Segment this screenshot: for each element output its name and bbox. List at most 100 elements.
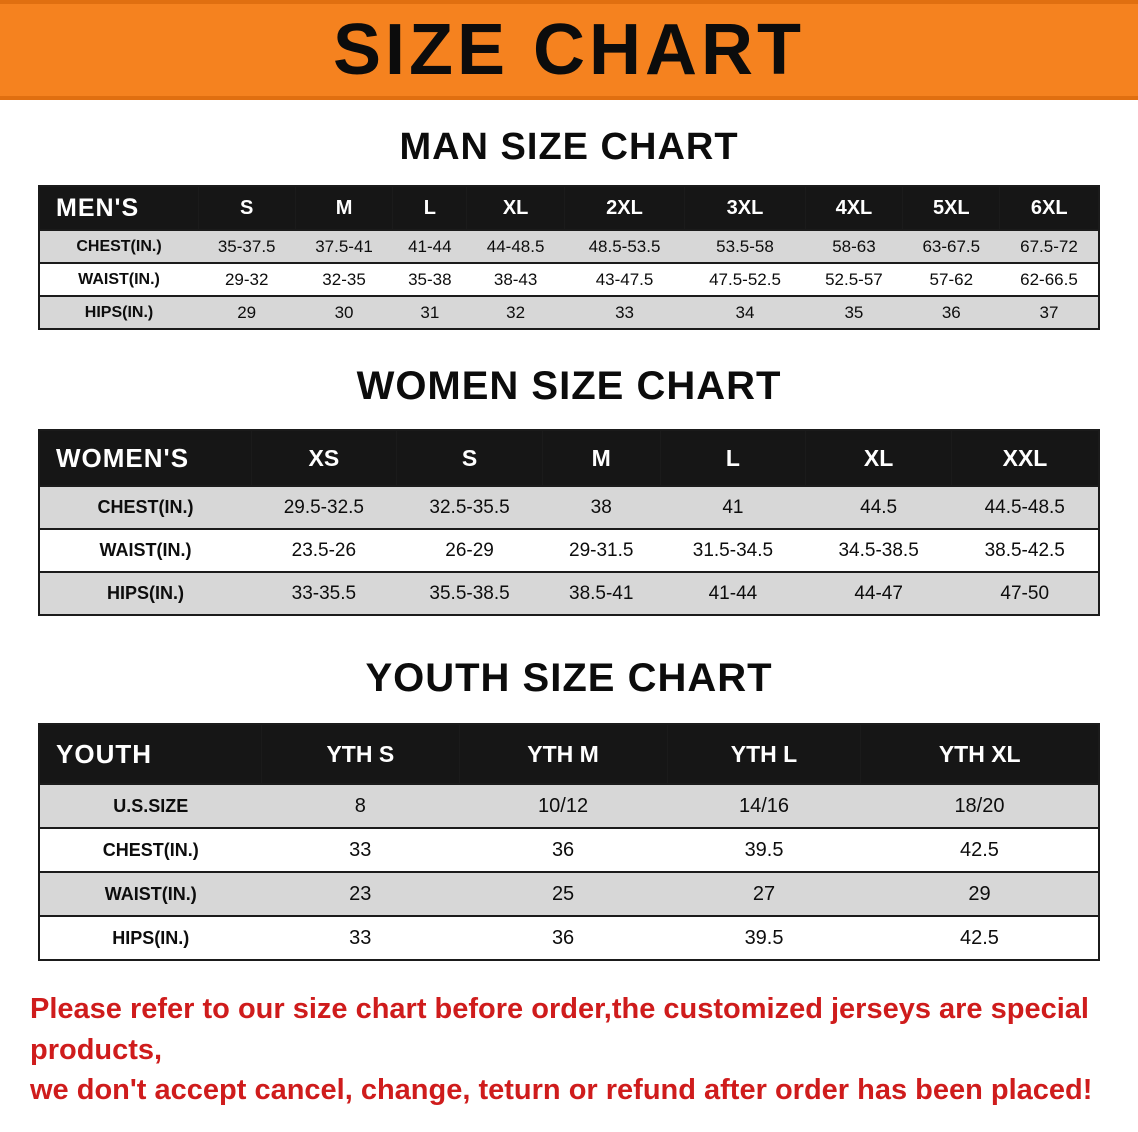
size-header-cell: XXL xyxy=(950,429,1100,487)
row-label-cell: HIPS(IN.) xyxy=(39,295,198,330)
size-header-cell: L xyxy=(659,429,807,487)
table-title-cell: MEN'S xyxy=(38,185,199,231)
row-label-cell: CHEST(IN.) xyxy=(39,485,251,530)
value-cell: 30 xyxy=(295,295,393,330)
table-row: HIPS(IN.) 33 36 39.5 42.5 xyxy=(39,915,1099,961)
value-cell: 67.5-72 xyxy=(999,229,1099,264)
size-header-cell: 2XL xyxy=(563,185,686,231)
value-cell: 43-47.5 xyxy=(564,262,685,297)
table-row: CHEST(IN.) 33 36 39.5 42.5 xyxy=(39,827,1099,873)
table-title-cell: YOUTH xyxy=(38,723,263,785)
value-cell: 33 xyxy=(261,827,460,873)
value-cell: 36 xyxy=(902,295,1000,330)
value-cell: 29-32 xyxy=(198,262,296,297)
value-cell: 34 xyxy=(684,295,806,330)
footer-disclaimer: Please refer to our size chart before or… xyxy=(30,989,1112,1111)
value-cell: 35-38 xyxy=(392,262,467,297)
size-header-cell: YTH L xyxy=(666,723,862,785)
size-header-cell: YTH M xyxy=(458,723,668,785)
value-cell: 10/12 xyxy=(459,783,668,829)
value-cell: 58-63 xyxy=(805,229,903,264)
value-cell: 36 xyxy=(459,827,668,873)
table-row: HIPS(IN.) 29 30 31 32 33 34 35 36 37 xyxy=(39,295,1099,330)
value-cell: 62-66.5 xyxy=(999,262,1099,297)
size-table: YOUTH YTH S YTH M YTH L YTH XL U.S.SIZE 8 10/12… xyxy=(38,723,1100,961)
value-cell: 32 xyxy=(466,295,565,330)
value-cell: 33 xyxy=(564,295,685,330)
men-size-table: MEN'S S M L XL 2XL 3XL 4XL 5XL 6XL CHEST(IN.) 35-37… xyxy=(38,185,1100,330)
value-cell: 18/20 xyxy=(860,783,1099,829)
size-header-cell: XS xyxy=(250,429,398,487)
value-cell: 47-50 xyxy=(951,571,1099,616)
value-cell: 38 xyxy=(542,485,661,530)
size-header-cell: 3XL xyxy=(684,185,806,231)
table-row: HIPS(IN.) 33-35.5 35.5-38.5 38.5-41 41-44 44-… xyxy=(39,571,1099,616)
row-label-cell: WAIST(IN.) xyxy=(39,528,251,573)
value-cell: 29 xyxy=(860,871,1099,917)
size-table: MEN'S S M L XL 2XL 3XL 4XL 5XL 6XL CHEST(IN.) 35-37… xyxy=(38,185,1100,330)
table-header-row: MEN'S S M L XL 2XL 3XL 4XL 5XL 6XL xyxy=(38,185,1100,231)
value-cell: 35.5-38.5 xyxy=(396,571,543,616)
row-label-cell: WAIST(IN.) xyxy=(39,871,262,917)
table-row: WAIST(IN.) 29-32 32-35 35-38 38-43 43-47.5 47.… xyxy=(39,262,1099,297)
footer-disclaimer-line1: Please refer to our size chart before or… xyxy=(30,993,1089,1066)
value-cell: 31 xyxy=(392,295,467,330)
size-header-cell: L xyxy=(392,185,468,231)
value-cell: 33 xyxy=(261,915,460,961)
value-cell: 23.5-26 xyxy=(251,528,397,573)
table-row: WAIST(IN.) 23.5-26 26-29 29-31.5 31.5-34.5 34… xyxy=(39,528,1099,573)
value-cell: 32-35 xyxy=(295,262,393,297)
size-header-cell: S xyxy=(197,185,296,231)
row-label-cell: HIPS(IN.) xyxy=(39,915,262,961)
value-cell: 14/16 xyxy=(667,783,861,829)
table-row: WAIST(IN.) 23 25 27 29 xyxy=(39,871,1099,917)
size-header-cell: XL xyxy=(466,185,565,231)
value-cell: 52.5-57 xyxy=(805,262,903,297)
value-cell: 29-31.5 xyxy=(542,528,661,573)
size-header-cell: S xyxy=(396,429,543,487)
row-label-cell: HIPS(IN.) xyxy=(39,571,251,616)
size-header-cell: M xyxy=(541,429,661,487)
size-header-cell: 6XL xyxy=(999,185,1100,231)
value-cell: 38.5-41 xyxy=(542,571,661,616)
table-row: CHEST(IN.) 29.5-32.5 32.5-35.5 38 41 44.5 44.5… xyxy=(39,485,1099,530)
value-cell: 41-44 xyxy=(392,229,467,264)
table-title-cell: WOMEN'S xyxy=(38,429,252,487)
value-cell: 23 xyxy=(261,871,460,917)
row-label-cell: U.S.SIZE xyxy=(39,783,262,829)
women-section-heading: WOMEN SIZE CHART xyxy=(356,364,782,408)
women-size-table: WOMEN'S XS S M L XL XXL CHEST(IN.) 29.5-32.5 32.5… xyxy=(38,429,1100,616)
value-cell: 53.5-58 xyxy=(684,229,806,264)
size-header-cell: 5XL xyxy=(902,185,1001,231)
size-header-cell: 4XL xyxy=(804,185,904,231)
value-cell: 42.5 xyxy=(860,915,1099,961)
size-chart-banner: SIZE CHART xyxy=(0,0,1138,100)
value-cell: 36 xyxy=(459,915,668,961)
value-cell: 48.5-53.5 xyxy=(564,229,685,264)
women-size-section: WOMEN SIZE CHART WOMEN'S XS S M L XL XXL CHEST(… xyxy=(0,364,1138,616)
value-cell: 63-67.5 xyxy=(902,229,1000,264)
value-cell: 29.5-32.5 xyxy=(251,485,397,530)
row-label-cell: WAIST(IN.) xyxy=(39,262,198,297)
banner-title: SIZE CHART xyxy=(333,10,805,90)
size-header-cell: M xyxy=(294,185,394,231)
youth-size-table: YOUTH YTH S YTH M YTH L YTH XL U.S.SIZE 8 10/12… xyxy=(38,723,1100,961)
size-header-cell: XL xyxy=(805,429,952,487)
size-table: WOMEN'S XS S M L XL XXL CHEST(IN.) 29.5-32.5 32.5… xyxy=(38,429,1100,616)
value-cell: 29 xyxy=(198,295,296,330)
value-cell: 35 xyxy=(805,295,903,330)
value-cell: 41-44 xyxy=(660,571,806,616)
value-cell: 47.5-52.5 xyxy=(684,262,806,297)
value-cell: 37.5-41 xyxy=(295,229,393,264)
value-cell: 27 xyxy=(667,871,861,917)
value-cell: 38-43 xyxy=(466,262,565,297)
men-section-heading: MAN SIZE CHART xyxy=(399,126,739,168)
value-cell: 25 xyxy=(459,871,668,917)
value-cell: 34.5-38.5 xyxy=(805,528,952,573)
value-cell: 35-37.5 xyxy=(198,229,296,264)
value-cell: 44-47 xyxy=(805,571,952,616)
value-cell: 39.5 xyxy=(667,915,861,961)
row-label-cell: CHEST(IN.) xyxy=(39,827,262,873)
value-cell: 38.5-42.5 xyxy=(951,528,1099,573)
value-cell: 32.5-35.5 xyxy=(396,485,543,530)
